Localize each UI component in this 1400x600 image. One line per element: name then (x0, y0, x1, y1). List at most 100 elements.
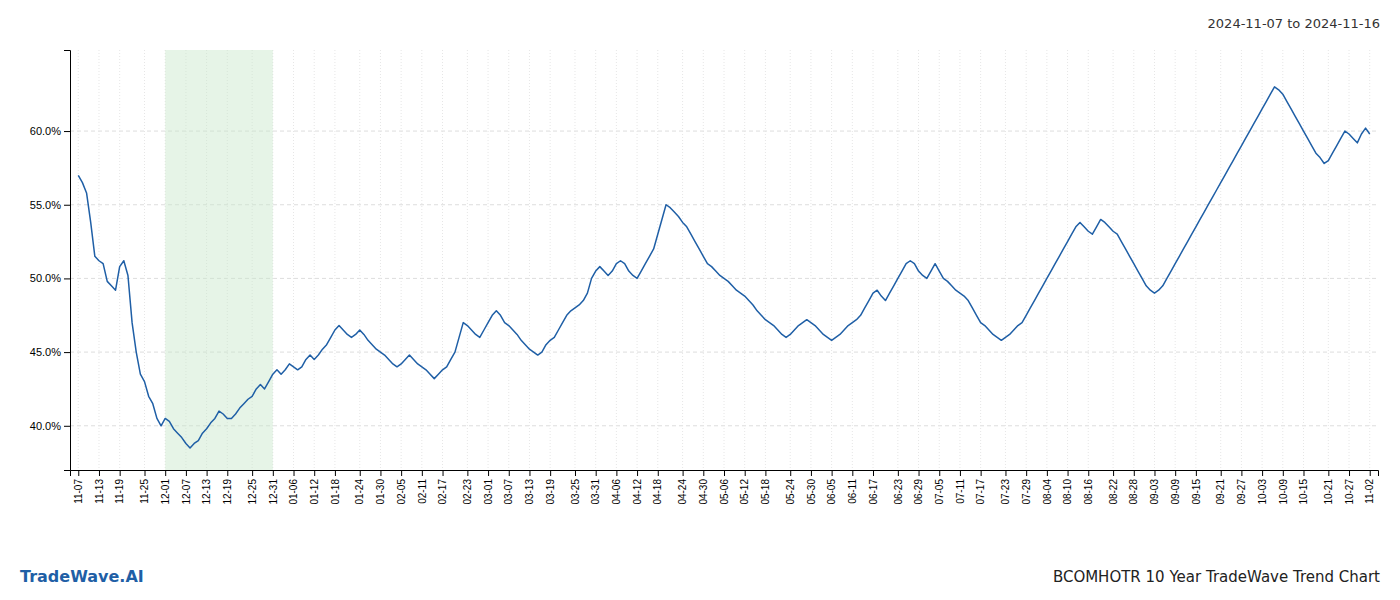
x-tick-mark (658, 470, 659, 476)
x-tick-mark (981, 470, 982, 476)
x-tick-mark (1113, 470, 1114, 476)
x-tick-mark (1154, 470, 1155, 476)
x-tick-label: 07-29 (1021, 479, 1032, 505)
x-tick-mark (1283, 470, 1284, 476)
x-tick-label: 12-31 (268, 479, 279, 505)
y-tick-label: 60.0% (30, 125, 61, 137)
x-grid-line (1241, 50, 1242, 470)
x-tick: 03-13 (524, 470, 535, 505)
x-tick-label: 06-29 (913, 479, 924, 505)
x-grid-line (1113, 50, 1114, 470)
x-tick: 07-29 (1021, 470, 1032, 505)
x-tick: 08-04 (1042, 470, 1053, 505)
x-tick-label: 08-04 (1042, 479, 1053, 505)
x-tick-label: 07-05 (934, 479, 945, 505)
x-tick-label: 01-12 (309, 479, 320, 505)
x-grid-line (765, 50, 766, 470)
x-tick: 12-31 (268, 470, 279, 505)
x-grid-line (380, 50, 381, 470)
x-axis-line (71, 471, 1379, 477)
x-tick-mark (1262, 470, 1263, 476)
x-tick-label: 12-13 (201, 479, 212, 505)
x-tick-label: 04-18 (652, 479, 663, 505)
x-tick-label: 11-13 (94, 479, 105, 504)
x-tick-label: 08-22 (1108, 479, 1119, 505)
x-tick-label: 06-11 (847, 479, 858, 504)
grid (70, 50, 1378, 470)
x-tick-label: 02-11 (417, 479, 428, 504)
x-tick-mark (575, 470, 576, 476)
x-tick-mark (1221, 470, 1222, 476)
x-grid-line (595, 50, 596, 470)
x-grid-line (744, 50, 745, 470)
x-tick: 07-05 (934, 470, 945, 505)
x-tick-mark (596, 470, 597, 476)
x-tick: 07-23 (1000, 470, 1011, 505)
x-tick-label: 03-31 (590, 479, 601, 505)
x-grid-line (574, 50, 575, 470)
y-tick-label: 55.0% (30, 199, 61, 211)
x-tick: 04-12 (632, 470, 643, 505)
watermark: TradeWave.AI (20, 567, 144, 586)
x-tick-label: 05-24 (785, 479, 796, 505)
x-tick-label: 12-19 (222, 479, 233, 505)
x-grid-line (918, 50, 919, 470)
x-tick-mark (1328, 470, 1329, 476)
x-tick-label: 03-07 (503, 479, 514, 505)
x-axis: 11-0711-1311-1911-2512-0112-0712-1312-19… (71, 470, 1379, 505)
x-tick-label: 10-21 (1323, 479, 1334, 505)
x-tick-label: 02-05 (396, 479, 407, 505)
x-grid-line (852, 50, 853, 470)
x-tick-mark (637, 470, 638, 476)
x-tick-label: 05-30 (806, 479, 817, 505)
x-grid-line (488, 50, 489, 470)
x-tick-label: 08-10 (1062, 479, 1073, 505)
x-grid-line (657, 50, 658, 470)
x-tick-mark (314, 470, 315, 476)
x-grid-line (873, 50, 874, 470)
x-tick: 04-30 (698, 470, 709, 505)
y-tick-label: 50.0% (30, 272, 61, 284)
x-grid-line (550, 50, 551, 470)
x-grid-line (1067, 50, 1068, 470)
x-grid-line (703, 50, 704, 470)
x-grid-line (1154, 50, 1155, 470)
x-grid-line (1282, 50, 1283, 470)
x-tick-label: 05-12 (739, 479, 750, 505)
x-grid-line (616, 50, 617, 470)
x-tick-mark (703, 470, 704, 476)
x-grid-line (442, 50, 443, 470)
x-tick-mark (1241, 470, 1242, 476)
x-tick-mark (207, 470, 208, 476)
y-tick-label: 45.0% (30, 346, 61, 358)
x-tick-mark (790, 470, 791, 476)
x-tick: 04-24 (677, 470, 688, 505)
x-tick: 12-19 (222, 470, 233, 505)
x-grid-line (939, 50, 940, 470)
x-tick: 07-17 (975, 470, 986, 505)
x-tick-mark (898, 470, 899, 476)
x-grid-line (1088, 50, 1089, 470)
x-tick-label: 04-06 (611, 479, 622, 505)
x-tick: 12-07 (181, 470, 192, 505)
x-tick-mark (960, 470, 961, 476)
x-tick-mark (724, 470, 725, 476)
x-tick: 12-25 (247, 470, 258, 505)
x-tick: 02-17 (437, 470, 448, 505)
x-tick-label: 10-03 (1257, 479, 1268, 505)
x-tick-mark (1005, 470, 1006, 476)
x-tick: 03-01 (483, 470, 494, 505)
x-tick: 08-28 (1128, 470, 1139, 505)
x-tick-label: 01-24 (354, 479, 365, 505)
x-tick-mark (550, 470, 551, 476)
y-tick: 40.0% (30, 420, 70, 432)
x-tick: 10-21 (1323, 470, 1334, 505)
x-grid-line (421, 50, 422, 470)
x-grid-line (831, 50, 832, 470)
x-tick-label: 11-25 (139, 479, 150, 504)
x-tick: 06-23 (893, 470, 904, 505)
x-tick-mark (422, 470, 423, 476)
x-tick: 01-30 (375, 470, 386, 505)
x-grid-line (790, 50, 791, 470)
x-tick-mark (1068, 470, 1069, 476)
